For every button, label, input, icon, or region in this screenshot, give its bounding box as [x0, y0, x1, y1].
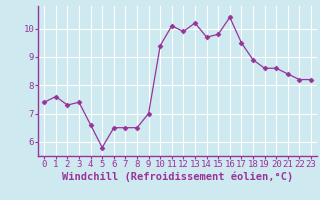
- X-axis label: Windchill (Refroidissement éolien,°C): Windchill (Refroidissement éolien,°C): [62, 172, 293, 182]
